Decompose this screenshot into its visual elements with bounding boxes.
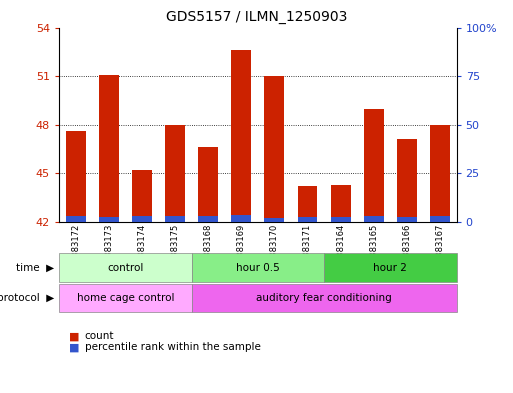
Bar <box>264 76 284 222</box>
Bar <box>98 217 119 222</box>
Bar <box>298 217 318 222</box>
Text: percentile rank within the sample: percentile rank within the sample <box>85 342 261 353</box>
Bar <box>231 50 251 222</box>
Bar <box>165 217 185 222</box>
Bar <box>397 140 417 222</box>
Bar <box>198 147 218 222</box>
Text: GDS5157 / ILMN_1250903: GDS5157 / ILMN_1250903 <box>166 10 347 24</box>
Text: hour 0.5: hour 0.5 <box>236 263 280 273</box>
Bar <box>231 215 251 222</box>
Bar <box>331 217 350 222</box>
Bar <box>430 125 450 222</box>
Text: count: count <box>85 331 114 342</box>
Text: protocol  ▶: protocol ▶ <box>0 293 54 303</box>
Text: time  ▶: time ▶ <box>16 263 54 273</box>
Bar <box>132 170 152 222</box>
Bar <box>264 218 284 222</box>
Bar <box>298 186 318 222</box>
Text: home cage control: home cage control <box>76 293 174 303</box>
Bar <box>364 217 384 222</box>
Bar <box>98 75 119 222</box>
Text: ■: ■ <box>69 342 80 353</box>
Text: ■: ■ <box>69 331 80 342</box>
Bar <box>397 217 417 222</box>
Text: hour 2: hour 2 <box>373 263 407 273</box>
Text: control: control <box>107 263 144 273</box>
Bar <box>132 217 152 222</box>
Bar <box>430 217 450 222</box>
Text: auditory fear conditioning: auditory fear conditioning <box>256 293 392 303</box>
Bar <box>198 217 218 222</box>
Bar <box>165 125 185 222</box>
Bar <box>66 131 86 222</box>
Bar <box>364 108 384 222</box>
Bar <box>66 217 86 222</box>
Bar <box>331 185 350 222</box>
